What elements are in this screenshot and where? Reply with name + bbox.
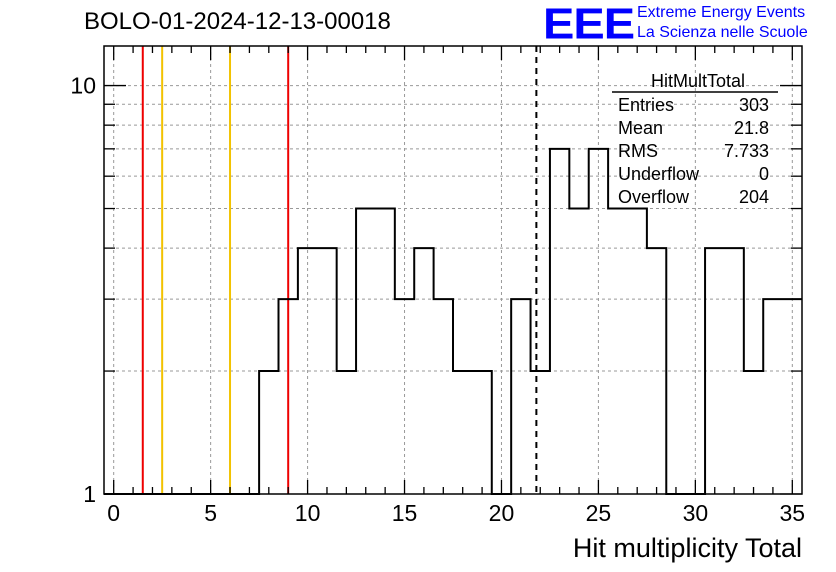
x-tick-label: 30: [683, 500, 709, 526]
histogram-outline: [104, 147, 802, 495]
stats-label: Mean: [618, 118, 663, 138]
stats-title: HitMultTotal: [651, 71, 745, 91]
x-tick-label: 5: [204, 500, 217, 526]
marker-layer: [141, 46, 538, 494]
stats-box: HitMultTotal Entries 303 Mean 21.8 RMS 7.733 Un…: [612, 71, 778, 207]
stats-label: RMS: [618, 141, 658, 161]
y-tick-label: 1: [83, 481, 96, 507]
run-title: BOLO-01-2024-12-13-00018: [84, 8, 391, 35]
stats-value: 7.733: [724, 141, 769, 161]
plot-frame: [103, 45, 803, 495]
x-tick-label: 35: [780, 500, 806, 526]
eee-logo: EEE: [543, 0, 635, 48]
grid-layer: [104, 46, 802, 495]
stats-value: 204: [739, 187, 769, 207]
stats-label: Overflow: [618, 187, 690, 207]
x-tick-label: 10: [295, 500, 321, 526]
stats-value: 0: [759, 164, 769, 184]
y-tick-label: 10: [70, 73, 96, 99]
x-axis-title: Hit multiplicity Total: [572, 533, 802, 563]
histogram-layer: [104, 147, 802, 495]
logo-line-1: Extreme Energy Events: [637, 4, 806, 21]
logo-line-2: La Scienza nelle Scuole: [637, 24, 808, 41]
frame-layer: [103, 45, 803, 495]
stats-label: Underflow: [618, 164, 700, 184]
stats-label: Entries: [618, 95, 674, 115]
stats-value: 21.8: [734, 118, 769, 138]
x-tick-label: 15: [392, 500, 418, 526]
x-tick-label: 0: [107, 500, 120, 526]
stats-value: 303: [739, 95, 769, 115]
x-tick-label: 25: [586, 500, 612, 526]
axis-layer: 0 5 10 15 20 25 30 35 1 10: [70, 46, 805, 526]
x-tick-label: 20: [489, 500, 515, 526]
